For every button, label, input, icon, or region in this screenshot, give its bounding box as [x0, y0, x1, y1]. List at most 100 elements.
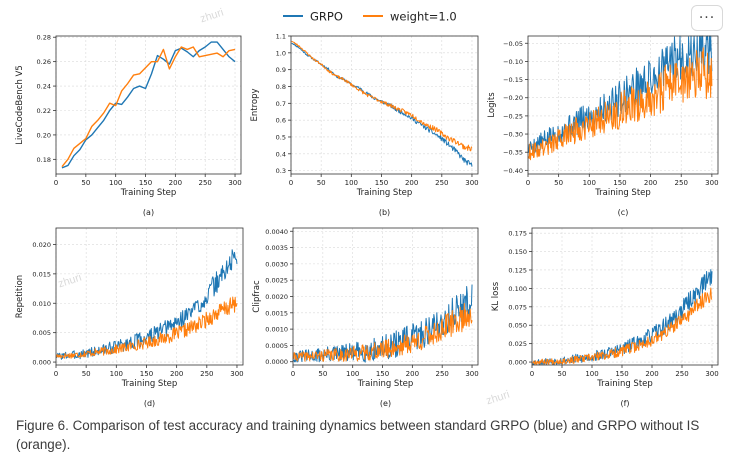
x-tick-label: 150 [613, 179, 626, 187]
x-tick-label: 150 [615, 370, 628, 378]
series-line-weight-1-0 [291, 40, 473, 152]
x-tick-label: 250 [675, 179, 688, 187]
y-tick-label: 0.3 [276, 167, 286, 175]
x-tick-label: 100 [110, 370, 123, 378]
figure: GRPO weight=1.0 0 50 100 150 200 250 300 0.18 0.… [15, 10, 719, 409]
plot-frame [531, 227, 719, 366]
y-tick-label: −0.30 [503, 131, 523, 139]
y-axis-label: Entropy [250, 88, 260, 121]
x-tick-label: 200 [406, 370, 419, 378]
chart-panel-e: 0 50 100 150 200 250 300 0.0000 0.0005 0.0010 0.00… [252, 227, 479, 408]
series-line-grpo [61, 41, 236, 169]
x-axis-label: Training Step [357, 379, 414, 389]
series-line-weight-1-0 [528, 47, 713, 161]
x-tick-label: 300 [230, 370, 243, 378]
y-tick-label: 0.020 [32, 241, 51, 249]
x-axis-label: Training Step [356, 188, 413, 198]
series-line-grpo [56, 249, 238, 360]
x-tick-label: 200 [645, 370, 658, 378]
y-axis-label: Logits [487, 92, 497, 118]
panel-label: (f) [620, 399, 629, 408]
y-tick-label: 0.150 [508, 248, 527, 256]
plot-frame [292, 227, 479, 366]
y-tick-label: 0.0040 [265, 228, 288, 236]
y-tick-label: 0.000 [32, 359, 51, 367]
x-tick-label: 250 [199, 179, 212, 187]
x-tick-label: 0 [54, 179, 58, 187]
y-tick-label: 0.010 [32, 300, 51, 308]
x-tick-label: 50 [318, 370, 327, 378]
figure-caption: Figure 6. Comparison of test accuracy an… [16, 418, 700, 452]
x-tick-label: 100 [345, 179, 358, 187]
plot-frame [290, 35, 479, 175]
x-tick-label: 150 [375, 179, 388, 187]
y-tick-label: 0.005 [32, 329, 51, 337]
x-tick-label: 100 [583, 179, 596, 187]
x-tick-label: 150 [139, 179, 152, 187]
y-tick-label: 0.0015 [265, 309, 288, 317]
plot-area [291, 36, 478, 174]
chart-panel-f: 0 50 100 150 200 250 300 0.000 0.025 0.050 0.075 0.… [491, 227, 719, 408]
plot-frame [55, 227, 244, 366]
x-tick-label: 0 [526, 179, 530, 187]
y-tick-label: 0.4 [276, 150, 286, 158]
y-tick-label: 0.015 [32, 270, 51, 278]
x-tick-label: 150 [140, 370, 153, 378]
panel-label: (a) [143, 208, 154, 217]
y-tick-label: 0.8 [276, 83, 286, 91]
legend: GRPO weight=1.0 [283, 10, 457, 24]
chart-panel-d: 0 50 100 150 200 250 300 0.000 0.005 0.010 0.015 0.… [15, 227, 244, 408]
y-tick-label: 0.6 [276, 117, 286, 125]
y-tick-label: 0.075 [508, 303, 527, 311]
y-tick-label: 0.26 [37, 58, 51, 66]
chart-panel-c: 0 50 100 150 200 250 300 −0.40 −0.35 −0.30 −0.25 −0… [487, 35, 719, 217]
y-tick-label: 0.22 [37, 107, 51, 115]
series-line-grpo [528, 35, 713, 155]
x-tick-label: 200 [644, 179, 657, 187]
series-line-weight-1-0 [293, 303, 473, 362]
x-tick-label: 250 [200, 370, 213, 378]
y-tick-label: 0.0005 [265, 342, 288, 350]
x-tick-label: 200 [169, 179, 182, 187]
x-tick-label: 200 [405, 179, 418, 187]
x-tick-label: 250 [436, 370, 449, 378]
y-tick-label: 0.100 [508, 285, 527, 293]
x-tick-label: 0 [291, 370, 295, 378]
plot-area [56, 36, 241, 174]
legend-grpo-label: GRPO [310, 10, 343, 24]
x-tick-label: 100 [346, 370, 359, 378]
more-options-button[interactable]: ··· [691, 5, 723, 31]
y-tick-label: 0.0025 [265, 277, 288, 285]
y-tick-label: 0.0020 [265, 293, 288, 301]
y-axis-label: LiveCodeBench V5 [15, 65, 25, 145]
x-axis-label: Training Step [596, 379, 653, 389]
y-tick-label: 0.20 [37, 131, 51, 139]
series-line-weight-1-0 [56, 296, 238, 359]
y-axis-label: KL loss [491, 281, 501, 311]
series-line-weight-1-0 [61, 46, 236, 168]
y-tick-label: −0.20 [503, 94, 523, 102]
x-axis-label: Training Step [594, 188, 651, 198]
y-tick-label: 0.28 [37, 34, 51, 42]
y-axis-label: Clipfrac [252, 280, 262, 313]
legend-weight-label: weight=1.0 [390, 10, 457, 24]
x-axis-label: Training Step [121, 379, 178, 389]
x-tick-label: 0 [530, 370, 534, 378]
panel-label: (c) [618, 208, 629, 217]
x-tick-label: 100 [585, 370, 598, 378]
x-tick-label: 300 [705, 179, 718, 187]
chart-panel-b: 0 50 100 150 200 250 300 0.3 0.4 0.5 0.6 0.7 0.8 0.9 1… [250, 33, 479, 218]
y-tick-label: 0.0010 [265, 326, 288, 334]
x-tick-label: 150 [376, 370, 389, 378]
y-tick-label: −0.15 [503, 76, 523, 84]
y-tick-label: 0.7 [276, 100, 286, 108]
y-tick-label: 0.025 [508, 340, 527, 348]
y-tick-label: 0.0000 [265, 358, 288, 366]
y-tick-label: 1.0 [276, 49, 286, 57]
y-tick-label: −0.35 [503, 149, 523, 157]
x-tick-label: 300 [228, 179, 241, 187]
plot-frame [527, 35, 719, 175]
y-tick-label: 0.24 [37, 83, 51, 91]
x-tick-label: 300 [705, 370, 718, 378]
y-tick-label: −0.10 [503, 58, 523, 66]
